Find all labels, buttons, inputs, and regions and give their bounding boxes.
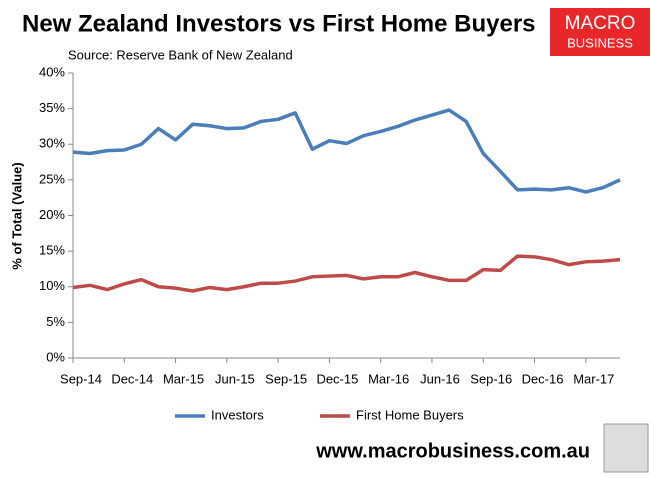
footer: www.macrobusiness.com.au (315, 440, 590, 462)
x-tick-label: Mar-17 (573, 371, 614, 386)
line-series (72, 108, 621, 194)
x-tick-label: Mar-16 (368, 371, 409, 386)
logo-box (550, 8, 650, 56)
y-tick-label: 20% (39, 207, 65, 222)
x-tick-label: Sep-14 (60, 371, 102, 386)
x-tick-label: Mar-15 (163, 371, 204, 386)
y-axis-label: % of Total (Value) (9, 162, 24, 269)
x-tick-label: Sep-16 (470, 371, 512, 386)
chart-title: New Zealand Investors vs First Home Buye… (22, 10, 536, 37)
x-tick-label: Dec-15 (316, 371, 358, 386)
logo-text: MACRO (565, 13, 636, 34)
x-tick-label: Jun-15 (215, 371, 255, 386)
fox-icon (603, 423, 649, 473)
y-tick-label: 10% (39, 278, 65, 293)
logo-text: BUSINESS (567, 35, 633, 50)
y-tick-label: 30% (39, 136, 65, 151)
x-tick-label: Sep-15 (265, 371, 307, 386)
y-tick-label: 35% (39, 100, 65, 115)
y-tick-label: 0% (46, 349, 65, 364)
chart-subtitle: Source: Reserve Bank of New Zealand (68, 47, 293, 62)
line-series (72, 254, 621, 293)
x-tick-label: Jun-16 (420, 371, 460, 386)
y-tick-label: 40% (39, 64, 65, 79)
legend-label: First Home Buyers (356, 407, 464, 422)
x-tick-label: Dec-16 (522, 371, 564, 386)
y-tick-label: 25% (39, 171, 65, 186)
y-tick-label: 15% (39, 243, 65, 258)
legend-label: Investors (211, 407, 264, 422)
x-tick-label: Dec-14 (111, 371, 153, 386)
y-tick-label: 5% (46, 314, 65, 329)
